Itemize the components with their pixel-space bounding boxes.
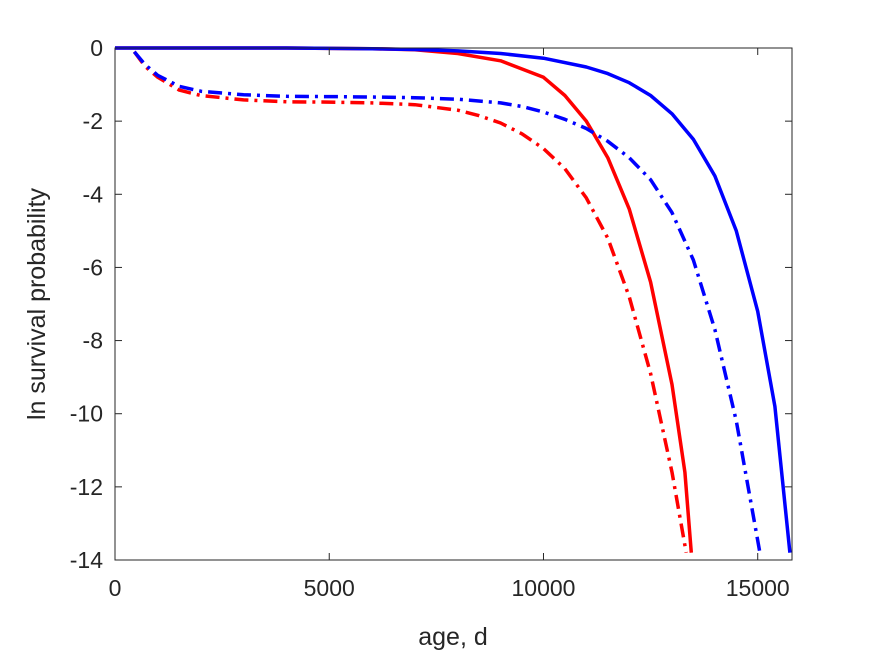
x-tick-label: 10000 xyxy=(511,575,575,601)
x-tick-label: 15000 xyxy=(726,575,790,601)
y-axis-title: ln survival probability xyxy=(23,187,51,420)
plot-frame xyxy=(114,47,793,561)
y-tick-label: -2 xyxy=(83,108,103,134)
y-tick-label: -4 xyxy=(83,181,104,207)
series-line-3 xyxy=(115,46,792,553)
x-axis-title: age, d xyxy=(418,623,488,651)
y-tick-label: -10 xyxy=(70,401,103,427)
plot-area xyxy=(115,48,792,560)
y-tick-label: -12 xyxy=(70,474,103,500)
y-tick-label: -8 xyxy=(83,328,103,354)
y-tick-label: -6 xyxy=(83,254,103,280)
tick-layer: 0 5000 10000 15000 0 -2 -4 -6 -8 -10 -12 -14 xyxy=(70,35,792,601)
series-line-4 xyxy=(132,50,762,554)
x-tick-label: 5000 xyxy=(304,575,355,601)
y-tick-label: 0 xyxy=(90,35,103,61)
series-line-2 xyxy=(132,50,688,554)
y-tick-label: -14 xyxy=(70,547,103,573)
x-tick-label: 0 xyxy=(109,575,122,601)
